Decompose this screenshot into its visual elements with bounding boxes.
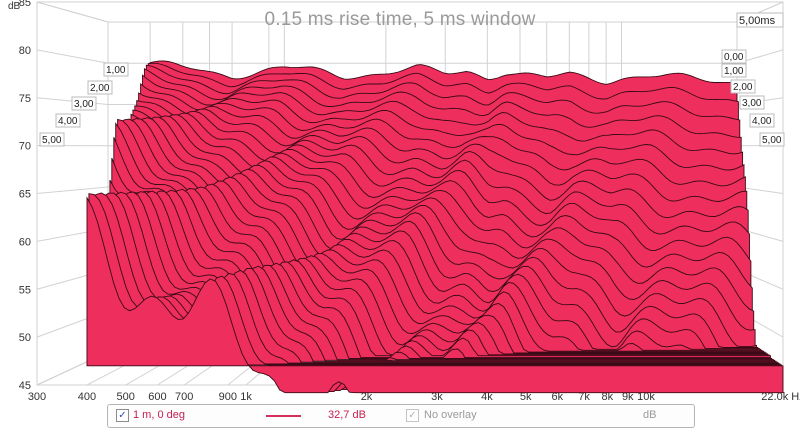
time-label-box-right [721, 49, 747, 64]
legend-bar: ✓ 1 m, 0 deg 32,7 dB ✓ No overlay dB [107, 404, 695, 428]
waterfall-slice [86, 196, 784, 394]
window-label-box [736, 12, 784, 28]
chart-title: 0.15 ms rise time, 5 ms window [264, 9, 536, 30]
overlay-label: No overlay [424, 409, 477, 421]
x-tick-label: 22,0k Hz [761, 391, 800, 400]
time-label-right: 2,00 [733, 82, 753, 93]
y-tick-label: 60 [19, 236, 31, 248]
window-label: 5,00ms [739, 15, 776, 27]
time-label-right: 0,00 [724, 52, 744, 63]
x-tick-label: 300 [28, 391, 46, 400]
x-tick-label: 1k [240, 391, 252, 400]
x-tick-label: 500 [117, 391, 135, 400]
x-tick-label: 5k [520, 391, 532, 400]
time-label-box-right [730, 79, 756, 94]
measurement-label[interactable]: 1 m, 0 deg [133, 409, 185, 421]
y-tick-label: 65 [19, 189, 31, 201]
x-tick-label: 7k [578, 391, 590, 400]
y-tick-label: 75 [19, 93, 31, 105]
time-label-right: 1,00 [724, 66, 744, 77]
time-label-left: 5,00 [42, 135, 62, 146]
y-tick-label: 55 [19, 284, 31, 296]
x-tick-label: 4k [481, 391, 493, 400]
waterfall-chart: 85 80 75 70 65 60 55 50 45 dB 300 400 500 600 700 900 1k… [8, 0, 800, 400]
time-label-right: 4,00 [752, 116, 772, 127]
time-label-left: 1,00 [106, 65, 126, 76]
x-tick-label: 600 [148, 391, 166, 400]
x-tick-label: 2k [361, 391, 373, 400]
time-label-box-right [739, 95, 765, 110]
x-tick-label: 8k [601, 391, 613, 400]
x-tick-label: 900 [219, 391, 237, 400]
y-tick-label: 80 [19, 45, 31, 57]
measurement-swatch [266, 415, 301, 417]
time-label-right: 3,00 [742, 98, 762, 109]
measurement-level: 32,7 dB [328, 409, 366, 421]
y-tick-label: 85 [19, 0, 31, 9]
time-label-box-left [87, 80, 113, 95]
overlay-checkbox[interactable]: ✓ [406, 409, 419, 422]
time-label-box-left [71, 96, 97, 111]
x-tick-label: 9k [622, 391, 634, 400]
x-tick-label: 10k [637, 391, 655, 400]
time-label-box-left [55, 113, 81, 128]
y-gridline [36, 1, 784, 23]
time-label-box-left [103, 62, 129, 77]
unit-label: dB [643, 409, 657, 421]
time-label-box-right [721, 63, 747, 78]
time-label-left: 3,00 [74, 99, 94, 110]
y-gridline [36, 49, 784, 64]
time-label-box-left [39, 132, 65, 147]
waterfall-surfaces [86, 60, 784, 394]
y-tick-label: 70 [19, 141, 31, 153]
time-label-left: 4,00 [58, 116, 78, 127]
time-label-box-right [759, 132, 785, 147]
x-tick-label: 6k [552, 391, 564, 400]
measurement-checkbox[interactable]: ✓ [116, 409, 129, 422]
x-tick-label: 700 [175, 391, 193, 400]
time-label-box-right [749, 113, 775, 128]
y-axis-label: dB [8, 1, 21, 12]
x-tick-label: 3k [431, 391, 443, 400]
x-tick-label: 400 [78, 391, 96, 400]
time-label-right: 5,00 [762, 135, 782, 146]
y-tick-label: 45 [19, 380, 31, 392]
y-tick-label: 50 [19, 332, 31, 344]
time-label-left: 2,00 [90, 83, 110, 94]
